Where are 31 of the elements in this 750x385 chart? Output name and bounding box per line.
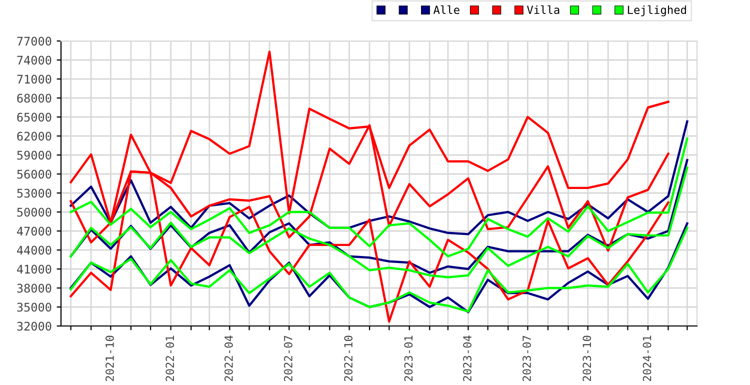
x-tick-label: 2022-04 <box>224 336 233 382</box>
y-tick-label: 62000 <box>17 132 52 141</box>
y-tick-label: 59000 <box>17 150 52 160</box>
line-series <box>70 137 688 258</box>
y-tick-label: 65000 <box>17 112 52 122</box>
y-tick-label: 56000 <box>17 170 52 179</box>
legend-label: Lejlighed <box>628 5 686 16</box>
x-tick-label: 2022-10 <box>344 336 353 382</box>
x-tick-label: 2022-01 <box>166 336 174 382</box>
y-tick-label: 74000 <box>17 56 52 65</box>
y-tick-label: 68000 <box>17 94 52 103</box>
y-tick-label: 50000 <box>17 208 52 217</box>
x-tick-label: 2023-04 <box>463 336 472 382</box>
x-tick-label: 2022-07 <box>284 336 292 382</box>
y-tick-label: 35000 <box>17 302 52 312</box>
y-tick-label: 53000 <box>17 188 52 198</box>
legend-label: Alle <box>433 5 460 14</box>
line-series <box>70 120 688 236</box>
x-tick-label: 2023-01 <box>404 336 413 382</box>
y-tick-label: 71000 <box>17 74 52 84</box>
x-tick-label: 2023-07 <box>522 336 531 382</box>
legend-label: Villa <box>526 5 560 14</box>
y-tick-label: 44000 <box>17 246 52 255</box>
y-tick-label: 77000 <box>17 36 52 46</box>
y-tick-label: 32000 <box>17 322 52 331</box>
x-tick-label: 2021-10 <box>106 336 114 382</box>
y-tick-label: 47000 <box>17 226 52 236</box>
y-tick-label: 38000 <box>17 284 52 293</box>
x-tick-label: 2024-01 <box>642 336 652 382</box>
x-tick-label: 2023-10 <box>582 336 592 382</box>
y-tick-label: 41000 <box>17 264 52 274</box>
